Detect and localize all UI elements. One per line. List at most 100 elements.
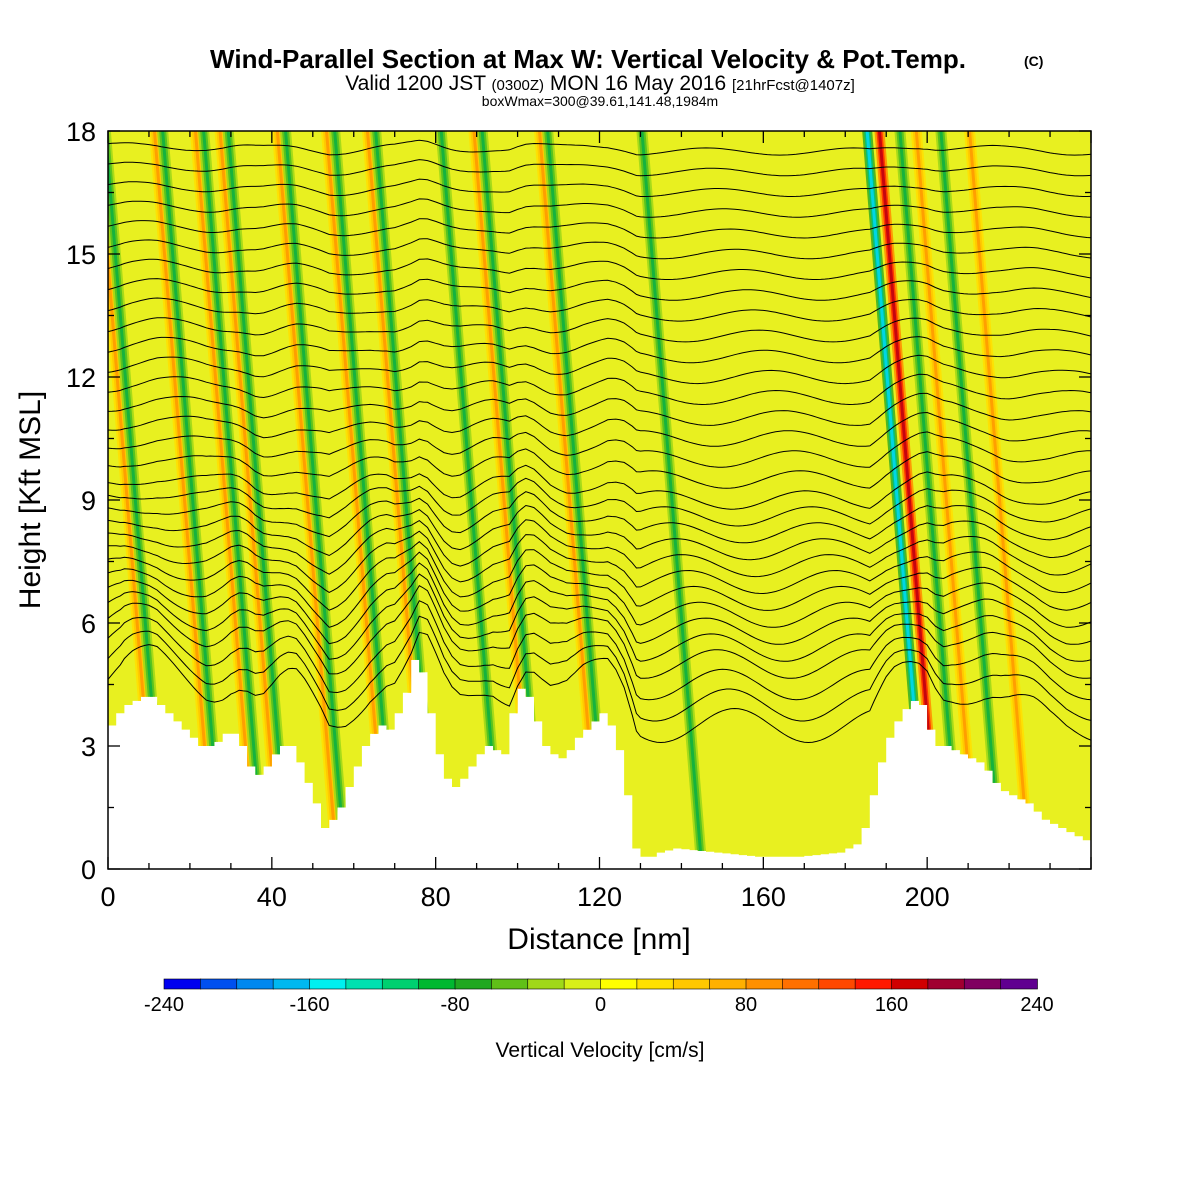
- isentrope-line: [108, 336, 1091, 364]
- colorbar-tick-label: -240: [144, 994, 184, 1016]
- isentrope-line: [108, 297, 1091, 322]
- isentrope-line: [108, 159, 1091, 177]
- colorbar-swatch: [891, 978, 929, 990]
- isentrope-line: [108, 317, 1091, 343]
- velocity-band: [894, 131, 966, 857]
- isentrope-line: [108, 631, 1091, 744]
- colorbar-swatch: [563, 978, 602, 990]
- isentrope-line: [108, 411, 1091, 447]
- x-tick-label: 40: [257, 882, 287, 912]
- y-tick-label: 3: [81, 732, 96, 762]
- colorbar: -240 -160 -80 0 80 160 240: [144, 978, 1054, 1016]
- velocity-band: [910, 131, 982, 857]
- colorbar-swatch: [163, 978, 202, 990]
- box-info: boxWmax=300@39.61,141.48,1984m: [482, 93, 718, 109]
- velocity-band: [271, 131, 343, 857]
- colorbar-swatch: [418, 978, 456, 990]
- colorbar-swatch: [491, 978, 529, 990]
- isentrope-line: [108, 392, 1091, 426]
- y-tick-label: 9: [81, 486, 96, 516]
- colorbar-tick-label: -80: [441, 994, 470, 1016]
- velocity-band: [636, 131, 708, 857]
- colorbar-tick-label: 80: [735, 994, 757, 1016]
- colorbar-swatch: [963, 978, 1002, 990]
- isentrope-line: [108, 431, 1091, 468]
- valid-zulu: (0300Z): [492, 77, 545, 94]
- isentrope-line: [108, 477, 1091, 527]
- isentrope-line: [108, 541, 1091, 611]
- valid-time: Valid 1200 JST: [345, 72, 486, 95]
- x-tick-label: 200: [905, 882, 950, 912]
- isentrope-line: [108, 278, 1091, 301]
- colorbar-swatch: [200, 978, 238, 990]
- colorbar-swatch: [381, 978, 420, 990]
- isentrope-line: [108, 448, 1091, 489]
- x-tick-label: 80: [421, 882, 451, 912]
- isentrope-line: [108, 600, 1091, 701]
- x-axis: 0 40 80 120 160 200: [100, 131, 1092, 912]
- isentrope-line: [108, 504, 1091, 561]
- colorbar-swatch: [309, 978, 347, 990]
- forecast-info: [21hrFcst@1407z]: [732, 77, 855, 94]
- isentrope-line: [108, 519, 1091, 578]
- isentrope-line: [108, 585, 1091, 679]
- y-axis: 0 3 6 9 12 15 18: [66, 117, 1091, 885]
- y-tick-label: 18: [66, 117, 96, 147]
- velocity-band: [280, 131, 352, 857]
- isentrope-line: [108, 573, 1091, 662]
- valid-date: MON 16 May 2016: [550, 72, 726, 95]
- y-tick-label: 0: [81, 855, 96, 885]
- isentrope-line: [108, 238, 1091, 260]
- colorbar-tick-label: 0: [595, 994, 606, 1016]
- chart-title: Wind-Parallel Section at Max W: Vertical…: [210, 44, 966, 74]
- x-axis-label: Distance [nm]: [507, 923, 690, 956]
- x-tick-label: 120: [577, 882, 622, 912]
- valid-line: Valid 1200 JST (0300Z) MON 16 May 2016 […: [345, 72, 855, 95]
- isentrope-line: [108, 615, 1091, 722]
- colorbar-label: Vertical Velocity [cm/s]: [496, 1039, 705, 1062]
- velocity-band: [189, 131, 261, 857]
- isentrope-line: [108, 464, 1091, 510]
- isentrope-line: [108, 551, 1091, 628]
- colorbar-swatch: [672, 978, 711, 990]
- velocity-band: [198, 131, 270, 857]
- colorbar-swatch: [782, 978, 820, 990]
- isentrope-line: [108, 491, 1091, 544]
- colorbar-swatch: [927, 978, 966, 990]
- y-axis-label: Height [Kft MSL]: [14, 391, 47, 609]
- isentrope-line: [108, 354, 1091, 385]
- colorbar-tick-label: 240: [1020, 994, 1053, 1016]
- isentrope-line: [108, 530, 1091, 595]
- velocity-band: [435, 131, 507, 857]
- isentrope-line: [108, 218, 1091, 239]
- y-tick-label: 12: [66, 363, 96, 393]
- x-tick-label: 0: [100, 882, 115, 912]
- potential-temperature-contours: [108, 139, 1091, 744]
- y-tick-label: 6: [81, 609, 96, 639]
- velocity-band: [149, 131, 220, 857]
- isentrope-line: [108, 198, 1091, 218]
- colorbar-swatch: [818, 978, 856, 990]
- colorbar-swatch: [709, 978, 747, 990]
- colorbar-tick-label: 160: [875, 994, 908, 1016]
- velocity-band: [935, 131, 1007, 857]
- isentrope-line: [108, 562, 1091, 645]
- colorbar-swatch: [600, 978, 638, 990]
- velocity-band: [222, 131, 294, 857]
- colorbar-swatch: [272, 978, 311, 990]
- colorbar-swatch: [854, 978, 893, 990]
- x-tick-label: 160: [741, 882, 786, 912]
- colorbar-swatch: [454, 978, 493, 990]
- colorbar-swatch: [745, 978, 784, 990]
- velocity-band: [157, 131, 229, 857]
- colorbar-swatch: [636, 978, 675, 990]
- isentrope-line: [108, 178, 1091, 197]
- colorbar-swatch: [527, 978, 565, 990]
- plot-area: [107, 130, 1092, 870]
- velocity-band: [214, 131, 286, 857]
- copyright-mark: (C): [1024, 53, 1043, 69]
- isentrope-line: [108, 373, 1091, 406]
- velocity-band: [964, 131, 1036, 857]
- isentrope-line: [108, 139, 1091, 156]
